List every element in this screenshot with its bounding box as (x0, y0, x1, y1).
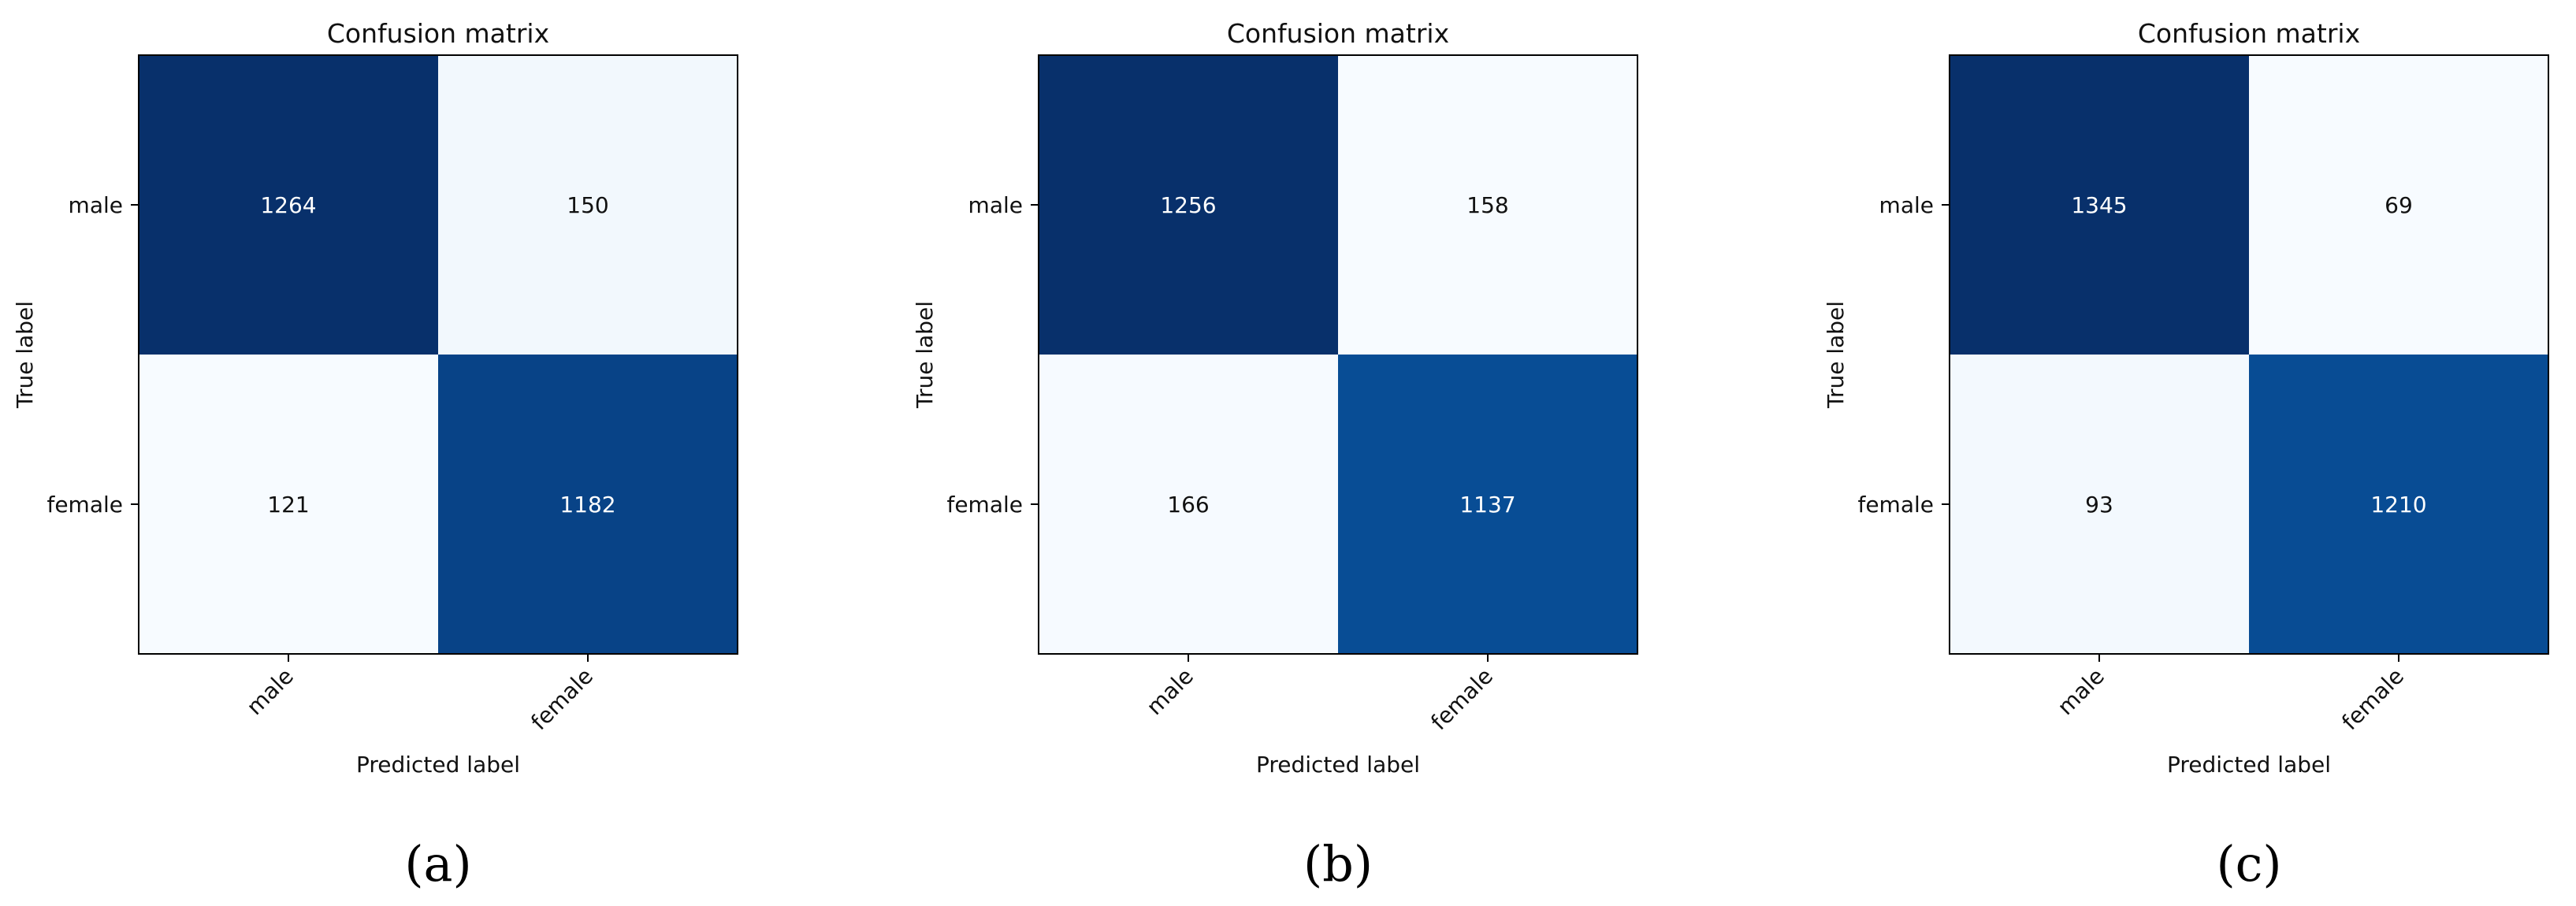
cell-c-0-1 (2249, 55, 2548, 355)
confusion-matrix-a: 1264 150 121 1182 Confusion matrix male female… (12, 18, 738, 893)
cell-value-c-1-0: 93 (2085, 492, 2113, 518)
cell-value-b-0-1: 158 (1466, 192, 1508, 218)
plot-frame-a (138, 54, 738, 655)
chart-title-c: Confusion matrix (2138, 18, 2360, 49)
x-tick-label-c-0: male (2053, 663, 2109, 720)
cell-value-a-0-1: 150 (567, 192, 608, 218)
cell-c-1-1 (2249, 355, 2548, 654)
y-tick-label-c-0: male (1879, 192, 1934, 218)
caption-c: (c) (2216, 835, 2281, 893)
cell-c-1-0 (1950, 355, 2249, 654)
cell-value-c-1-1: 1210 (2370, 492, 2426, 518)
cell-b-0-1 (1338, 55, 1637, 355)
cell-value-b-1-0: 166 (1167, 492, 1209, 518)
cell-b-0-0 (1039, 55, 1338, 355)
y-axis-label-a: True label (12, 301, 38, 409)
y-tick-label-b-1: female (946, 492, 1023, 518)
x-axis-label-b: Predicted label (1256, 752, 1420, 778)
chart-title-b: Confusion matrix (1227, 18, 1449, 49)
cell-a-1-1 (438, 355, 738, 654)
cell-value-a-0-0: 1264 (260, 192, 316, 218)
chart-title-a: Confusion matrix (327, 18, 549, 49)
y-tick-label-c-1: female (1857, 492, 1934, 518)
cell-value-b-1-1: 1137 (1459, 492, 1515, 518)
cell-value-a-1-0: 121 (267, 492, 309, 518)
cell-a-0-0 (139, 55, 438, 355)
cell-c-0-0 (1950, 55, 2249, 355)
x-tick-label-c-1: female (2336, 663, 2409, 736)
cell-a-0-1 (438, 55, 738, 355)
x-axis-label-c: Predicted label (2167, 752, 2331, 778)
x-tick-label-b-1: female (1426, 663, 1498, 736)
cell-value-a-1-1: 1182 (559, 492, 615, 518)
caption-a: (a) (404, 835, 471, 893)
confusion-matrix-b: 1256 158 166 1137 Confusion matrix male female… (912, 18, 1638, 893)
x-tick-label-a-0: male (242, 663, 299, 720)
cell-value-c-0-1: 69 (2385, 192, 2413, 218)
x-tick-label-a-1: female (526, 663, 598, 736)
cell-b-1-0 (1039, 355, 1338, 654)
cell-b-1-1 (1338, 355, 1637, 654)
x-tick-label-b-0: male (1142, 663, 1199, 720)
confusion-matrix-c: 1345 69 93 1210 Confusion matrix male female ma… (1823, 18, 2549, 893)
cell-a-1-0 (139, 355, 438, 654)
y-tick-label-a-1: female (46, 492, 123, 518)
y-axis-label-c: True label (1823, 301, 1849, 409)
plot-frame-b (1038, 54, 1638, 655)
y-tick-label-b-0: male (968, 192, 1023, 218)
cell-value-b-0-0: 1256 (1160, 192, 1216, 218)
x-axis-label-a: Predicted label (356, 752, 520, 778)
y-axis-label-b: True label (912, 301, 938, 409)
caption-b: (b) (1303, 835, 1373, 893)
plot-frame-c (1949, 54, 2549, 655)
y-tick-label-a-0: male (69, 192, 123, 218)
cell-value-c-0-0: 1345 (2071, 192, 2127, 218)
